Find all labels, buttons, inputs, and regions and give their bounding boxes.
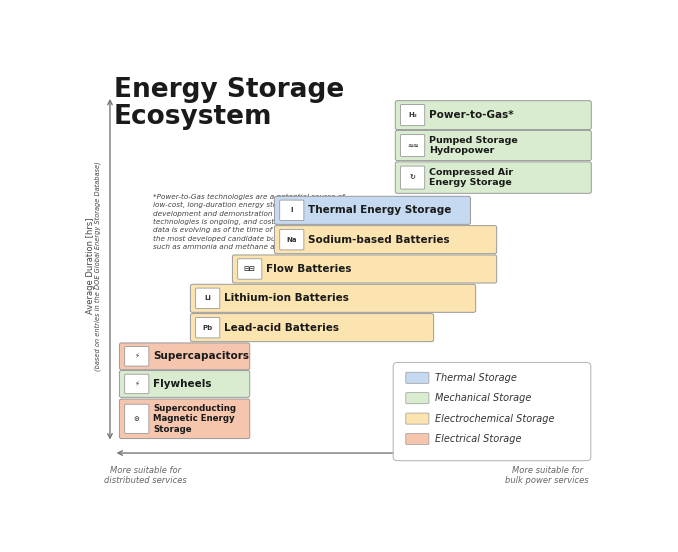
Text: ⚡: ⚡	[134, 353, 139, 359]
Text: Thermal Storage: Thermal Storage	[435, 373, 517, 383]
FancyBboxPatch shape	[393, 363, 591, 461]
Text: Supercapacitors: Supercapacitors	[153, 351, 249, 362]
FancyBboxPatch shape	[406, 392, 429, 404]
FancyBboxPatch shape	[401, 104, 424, 126]
Text: Flywheels: Flywheels	[153, 379, 212, 389]
FancyBboxPatch shape	[119, 399, 250, 439]
FancyBboxPatch shape	[233, 255, 497, 283]
Text: Thermal Energy Storage: Thermal Energy Storage	[308, 205, 452, 215]
Text: Mechanical Storage: Mechanical Storage	[435, 393, 532, 403]
Text: ⊟⊟: ⊟⊟	[244, 266, 256, 272]
FancyBboxPatch shape	[395, 100, 591, 130]
Text: Power-to-Gas*: Power-to-Gas*	[429, 110, 513, 120]
FancyBboxPatch shape	[395, 162, 591, 193]
FancyBboxPatch shape	[406, 433, 429, 444]
FancyBboxPatch shape	[119, 343, 250, 370]
Text: Electrochemical Storage: Electrochemical Storage	[435, 413, 555, 423]
Text: Electrical Storage: Electrical Storage	[435, 434, 522, 444]
Text: Flow Batteries: Flow Batteries	[266, 264, 351, 274]
FancyBboxPatch shape	[125, 374, 149, 394]
Text: H₂: H₂	[408, 112, 417, 118]
Text: ⊙: ⊙	[134, 416, 140, 422]
FancyBboxPatch shape	[238, 259, 262, 279]
Text: Superconducting
Magnetic Energy
Storage: Superconducting Magnetic Energy Storage	[153, 404, 236, 434]
FancyBboxPatch shape	[401, 166, 424, 189]
Text: Lead-acid Batteries: Lead-acid Batteries	[224, 322, 339, 333]
Text: More suitable for
distributed services: More suitable for distributed services	[104, 466, 186, 485]
Text: ⚡: ⚡	[134, 381, 139, 387]
Text: Na: Na	[287, 237, 297, 243]
FancyBboxPatch shape	[119, 370, 250, 397]
Text: Average Duration [hrs]: Average Duration [hrs]	[85, 217, 94, 314]
FancyBboxPatch shape	[125, 404, 149, 433]
FancyBboxPatch shape	[401, 135, 424, 157]
Text: Lithium-ion Batteries: Lithium-ion Batteries	[224, 293, 349, 303]
Text: Li: Li	[204, 295, 211, 301]
FancyBboxPatch shape	[275, 197, 471, 224]
FancyBboxPatch shape	[191, 314, 434, 342]
Text: Sodium-based Batteries: Sodium-based Batteries	[308, 235, 450, 245]
Text: Energy Storage
Ecosystem: Energy Storage Ecosystem	[114, 77, 344, 130]
FancyBboxPatch shape	[395, 130, 591, 161]
FancyBboxPatch shape	[406, 413, 429, 424]
Text: ≈≈: ≈≈	[407, 142, 418, 148]
FancyBboxPatch shape	[196, 288, 220, 309]
Text: (based on entries in the DOE Global Energy Storage Database): (based on entries in the DOE Global Ener…	[95, 161, 101, 371]
Text: Pumped Storage
Hydropower: Pumped Storage Hydropower	[429, 136, 518, 155]
Text: Compressed Air
Energy Storage: Compressed Air Energy Storage	[429, 168, 513, 187]
FancyBboxPatch shape	[275, 226, 497, 254]
FancyBboxPatch shape	[125, 347, 149, 366]
FancyBboxPatch shape	[280, 230, 304, 250]
FancyBboxPatch shape	[191, 284, 476, 312]
FancyBboxPatch shape	[406, 372, 429, 383]
Text: ↻: ↻	[410, 174, 416, 181]
Text: More suitable for
bulk power services: More suitable for bulk power services	[505, 466, 589, 485]
Text: *Power-to-Gas technologies are a potential source of
low-cost, long-duration ene: *Power-to-Gas technologies are a potenti…	[153, 194, 355, 250]
Text: Pb: Pb	[203, 325, 213, 331]
FancyBboxPatch shape	[196, 317, 220, 338]
Text: I: I	[291, 208, 293, 213]
FancyBboxPatch shape	[280, 200, 304, 221]
